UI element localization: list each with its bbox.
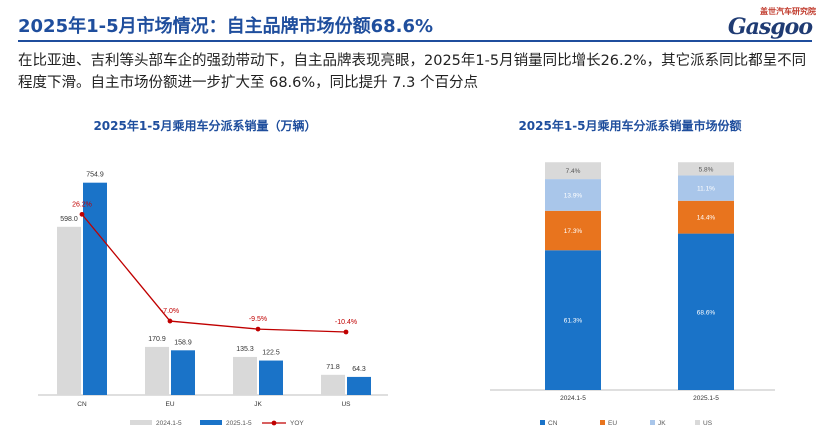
segment-label-EU-2025.1-5: 14.4% [697,215,716,222]
segment-US-2024.1-5 [545,162,601,180]
legend-label-EU: EU [608,420,617,427]
segment-label-CN-2025.1-5: 68.6% [697,309,716,316]
share-chart-title: 2025年1-5月乘用车分派系销量市场份额 [518,119,742,133]
title-divider [18,40,812,42]
yoy-label-CN: 26.2% [72,201,92,208]
legend-swatch-JK [650,420,655,425]
bar-2024.1-5-JK [233,356,257,395]
legend-swatch-CN [540,420,545,425]
yoy-line [81,213,347,333]
segment-JK-2025.1-5 [678,175,734,201]
data-label-2024.1-5-CN: 598.0 [60,216,78,223]
share-stacked-chart: 61.3% 17.3% 13.9% 7.4% 2024.1-5 68.6% 14.4% 11.… [490,162,775,427]
x-tick-CN: CN [77,401,87,408]
page-title: 2025年1-5月市场情况：自主品牌市场份额68.6% [18,16,434,37]
legend-swatch-US [695,420,700,425]
data-label-2024.1-5-US: 71.8 [326,364,340,371]
x-tick-US: US [341,401,351,408]
legend-label-2024: 2024.1-5 [156,420,182,427]
legend-label-CN: CN [548,420,558,427]
volume-bar-chart: 598.0 754.9 CN 170.9 158.9 EU 135.3 122.5 JK 71.8… [38,172,388,427]
x-tick-2024.1-5: 2024.1-5 [560,395,586,402]
segment-EU-2024.1-5 [545,210,601,251]
data-label-2025.1-5-US: 64.3 [352,366,366,373]
x-tick-JK: JK [254,401,262,408]
bar-2024.1-5-EU [145,346,169,395]
segment-CN-2025.1-5 [678,233,734,390]
bar-2024.1-5-CN [57,226,81,395]
data-label-2024.1-5-EU: 170.9 [148,336,166,343]
bar-2025.1-5-JK [259,360,283,395]
segment-label-US-2024.1-5: 7.4% [566,168,581,175]
legend-marker-yoy [271,420,277,426]
legend-swatch-2024 [130,420,152,425]
yoy-point-CN [79,211,85,217]
legend-label-2025: 2025.1-5 [226,420,252,427]
legend-swatch-2025 [200,420,222,425]
yoy-label-EU: -7.0% [161,308,179,315]
bar-2025.1-5-US [347,376,371,395]
logo-en-text: Gasgoo [727,14,813,40]
data-label-2025.1-5-JK: 122.5 [262,350,280,357]
yoy-point-US [343,329,349,335]
description-text: 在比亚迪、吉利等头部车企的强劲带动下，自主品牌表现亮眼，2025年1-5月销量同… [18,53,807,91]
segment-CN-2024.1-5 [545,250,601,390]
volume-chart-title: 2025年1-5月乘用车分派系销量（万辆） [93,119,317,133]
data-label-2025.1-5-CN: 754.9 [86,172,104,179]
segment-label-CN-2024.1-5: 61.3% [564,318,583,325]
yoy-label-JK: -9.5% [249,316,267,323]
bar-2024.1-5-US [321,374,345,395]
bar-2025.1-5-CN [83,182,107,395]
segment-label-US-2025.1-5: 5.8% [699,166,714,173]
x-tick-EU: EU [165,401,174,408]
logo-cn-text: 盖世汽车研究院 [760,7,816,16]
bar-2025.1-5-EU [171,350,195,395]
x-tick-2025.1-5: 2025.1-5 [693,395,719,402]
segment-EU-2025.1-5 [678,200,734,234]
yoy-point-JK [255,326,261,332]
legend-label-yoy: YOY [290,420,304,427]
gasgoo-logo: 盖世汽车研究院 Gasgoo [706,6,816,40]
data-label-2024.1-5-JK: 135.3 [236,346,254,353]
segment-label-EU-2024.1-5: 17.3% [564,228,583,235]
segment-JK-2024.1-5 [545,179,601,211]
legend-label-JK: JK [658,420,666,427]
segment-label-JK-2025.1-5: 11.1% [697,186,715,193]
legend-swatch-EU [600,420,605,425]
yoy-point-EU [167,318,173,324]
segment-US-2025.1-5 [678,162,734,176]
data-label-2025.1-5-EU: 158.9 [174,339,192,346]
yoy-label-US: -10.4% [335,319,357,326]
legend-label-US: US [703,420,713,427]
segment-label-JK-2024.1-5: 13.9% [564,192,583,199]
